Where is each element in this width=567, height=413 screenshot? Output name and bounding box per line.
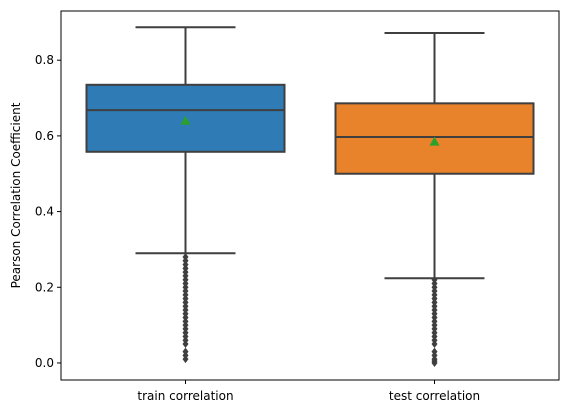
y-tick-label: 0.4 (35, 205, 54, 219)
plot-area (85, 26, 535, 367)
outlier-point (182, 253, 189, 261)
y-axis: 0.0 0.2 0.4 0.6 0.8 (35, 53, 61, 370)
box-group-2 (334, 31, 535, 367)
outlier-point (431, 347, 438, 356)
x-axis: train correlation test correlation (137, 380, 480, 403)
mean-marker (429, 136, 440, 146)
x-tick-label: train correlation (137, 389, 233, 403)
outlier-point (182, 347, 189, 356)
y-tick-label: 0.8 (35, 53, 54, 67)
box-group-1 (85, 26, 286, 364)
outlier-point (431, 275, 438, 284)
y-axis-title: Pearson Correlation Coefficient (9, 102, 23, 288)
mean-marker (180, 115, 191, 125)
y-tick-label: 0.6 (35, 129, 54, 143)
x-tick-label: test correlation (389, 389, 480, 403)
y-tick-label: 0.2 (35, 280, 54, 294)
y-tick-label: 0.0 (35, 356, 54, 370)
axes-frame (60, 10, 560, 381)
